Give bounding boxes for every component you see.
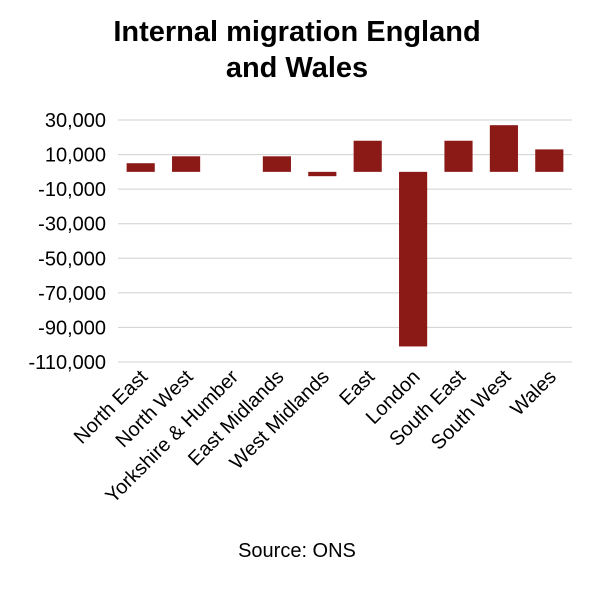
bar-south-east — [444, 140, 473, 172]
bar-london — [399, 171, 428, 347]
bar-wales — [535, 149, 564, 172]
bar-east-midlands — [262, 156, 291, 172]
bar-east — [353, 140, 382, 172]
y-tick-label: -30,000 — [38, 214, 106, 236]
bar-south-west — [489, 125, 518, 172]
chart-title-line-1: Internal migration England — [113, 16, 481, 48]
y-tick-label: 10,000 — [45, 145, 106, 167]
gridlines — [118, 119, 572, 363]
bar-west-midlands — [308, 171, 337, 177]
chart-title-line-2: and Wales — [225, 52, 369, 84]
x-tick-label: Wales — [507, 366, 561, 420]
y-tick-label: -90,000 — [38, 317, 106, 339]
y-tick-label: -110,000 — [29, 352, 106, 374]
y-tick-label: 30,000 — [45, 110, 106, 132]
source-note: Source: ONS — [238, 540, 356, 562]
y-tick-label: -50,000 — [38, 248, 106, 270]
bar-north-east — [126, 163, 155, 172]
y-axis-tick-labels: 30,000 10,000 -10,000 -30,000 -50,000 -70,000… — [29, 110, 106, 374]
chart-title: Internal migration England and Wales — [0, 14, 594, 86]
y-tick-label: -70,000 — [38, 283, 106, 305]
bars — [126, 125, 564, 347]
bar-north-west — [172, 156, 201, 172]
y-tick-label: -10,000 — [38, 179, 106, 201]
